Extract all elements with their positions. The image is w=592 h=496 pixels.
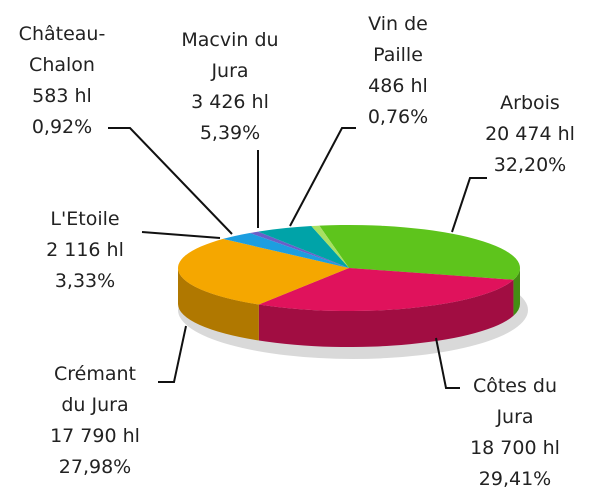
leader-line xyxy=(451,177,487,233)
percent-label: 0,76% xyxy=(367,106,429,128)
leader-line xyxy=(141,231,221,239)
category-label: Macvin du Jura xyxy=(181,29,279,82)
pie-sides xyxy=(178,268,520,347)
wedge xyxy=(177,238,349,305)
category-label: L'Etoile xyxy=(50,208,120,230)
percent-label: 32,20% xyxy=(493,154,567,176)
pie-top xyxy=(177,225,520,311)
data-label: Côtes du Jura 18 700 hl 29,41% xyxy=(458,371,573,495)
wedge-side xyxy=(178,268,259,341)
percent-label: 29,41% xyxy=(478,468,552,490)
wedge-side xyxy=(258,279,514,347)
data-label: Château-Chalon 583 hl 0,92% xyxy=(12,19,112,143)
data-label: Arbois 20 474 hl 32,20% xyxy=(485,88,575,181)
leader-line xyxy=(108,127,233,235)
value-label: 18 700 hl xyxy=(470,437,560,459)
percent-label: 5,39% xyxy=(199,122,261,144)
leaders xyxy=(108,127,487,389)
category-label: Vin de Paille xyxy=(368,13,428,66)
wedge xyxy=(319,225,520,280)
data-label: L'Etoile 2 116 hl 3,33% xyxy=(46,204,124,297)
category-label: Château-Chalon xyxy=(18,23,106,76)
value-label: 3 426 hl xyxy=(191,91,269,113)
category-label: Côtes du Jura xyxy=(472,375,558,428)
leader-line xyxy=(158,325,187,383)
value-label: 2 116 hl xyxy=(46,239,124,261)
value-label: 20 474 hl xyxy=(485,123,575,145)
wedge-side xyxy=(513,268,520,316)
leader-line xyxy=(289,127,356,227)
wedge xyxy=(258,226,349,268)
category-label: Arbois xyxy=(500,92,560,114)
value-label: 583 hl xyxy=(32,85,92,107)
value-label: 17 790 hl xyxy=(50,425,140,447)
data-label: Crémant du Jura 17 790 hl 27,98% xyxy=(45,359,145,483)
category-label: Crémant du Jura xyxy=(54,363,136,416)
percent-label: 27,98% xyxy=(58,456,132,478)
wedge xyxy=(223,232,349,268)
data-label: Vin de Paille 486 hl 0,76% xyxy=(353,9,443,133)
wedge xyxy=(311,225,349,268)
wedge xyxy=(249,231,349,268)
percent-label: 0,92% xyxy=(31,116,93,138)
percent-label: 3,33% xyxy=(54,270,116,292)
data-label: Macvin du Jura 3 426 hl 5,39% xyxy=(180,25,280,149)
wedge xyxy=(258,268,514,311)
leader-line xyxy=(435,337,460,389)
value-label: 486 hl xyxy=(368,75,428,97)
